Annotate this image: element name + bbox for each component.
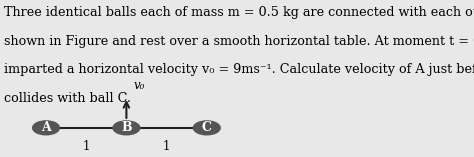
Text: v₀: v₀ — [134, 79, 145, 92]
Text: Three identical balls each of mass m = 0.5 kg are connected with each other as: Three identical balls each of mass m = 0… — [4, 6, 474, 19]
Circle shape — [113, 121, 140, 135]
Text: shown in Figure and rest over a smooth horizontal table. At moment t = 0, ball B: shown in Figure and rest over a smooth h… — [4, 35, 474, 48]
Text: C: C — [202, 121, 212, 134]
Circle shape — [193, 121, 220, 135]
Text: imparted a horizontal velocity v₀ = 9ms⁻¹. Calculate velocity of A just before i: imparted a horizontal velocity v₀ = 9ms⁻… — [4, 63, 474, 76]
Text: B: B — [121, 121, 132, 134]
Text: collides with ball C.: collides with ball C. — [4, 92, 131, 105]
Text: 1: 1 — [163, 140, 170, 153]
Text: 1: 1 — [82, 140, 90, 153]
Circle shape — [33, 121, 59, 135]
Text: A: A — [41, 121, 51, 134]
